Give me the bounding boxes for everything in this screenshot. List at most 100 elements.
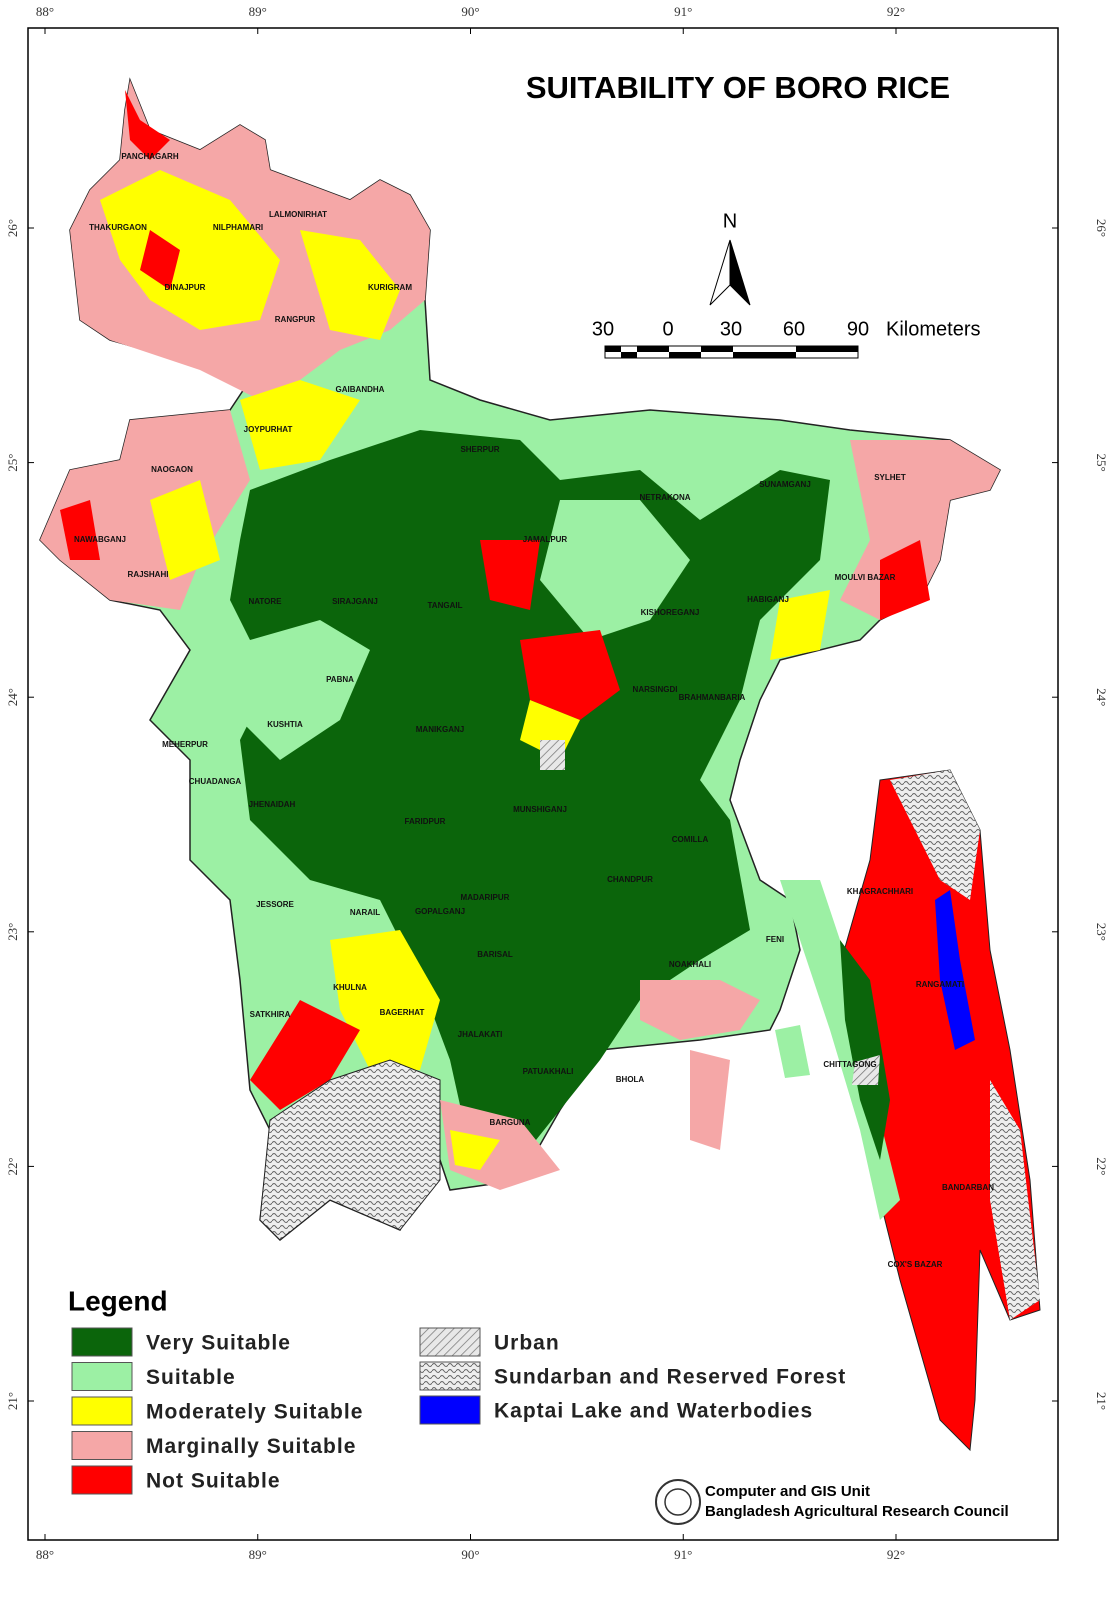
district-label: JHENAIDAH <box>249 800 296 809</box>
district-label: JHALAKATI <box>458 1030 503 1039</box>
district-label: RAJSHAHI <box>128 570 169 579</box>
north-label: N <box>723 210 737 232</box>
lon-label: 91° <box>674 1547 692 1562</box>
district-label: SHERPUR <box>460 445 499 454</box>
district-label: BHOLA <box>616 1075 645 1084</box>
district-label: SATKHIRA <box>250 1010 291 1019</box>
legend-title: Legend <box>68 1285 168 1316</box>
district-label: TANGAIL <box>428 601 463 610</box>
district-label: NOAKHALI <box>669 960 711 969</box>
district-label: BAGERHAT <box>380 1008 425 1017</box>
district-label: JAMALPUR <box>523 535 568 544</box>
district-label: MOULVI BAZAR <box>835 573 896 582</box>
district-label: BANDARBAN <box>942 1183 994 1192</box>
legend-label: Marginally Suitable <box>146 1435 356 1458</box>
lat-label: 26° <box>5 219 20 237</box>
lon-label: 92° <box>887 4 905 19</box>
legend-label: Sundarban and Reserved Forest <box>494 1366 846 1389</box>
map-body <box>39 77 1041 1452</box>
map-title: SUITABILITY OF BORO RICE <box>526 70 950 105</box>
district-label: NILPHAMARI <box>213 223 263 232</box>
lon-label: 92° <box>887 1547 905 1562</box>
district-label: KURIGRAM <box>368 283 412 292</box>
district-label: JESSORE <box>256 900 294 909</box>
district-label: RANGPUR <box>275 315 316 324</box>
legend-label: Not Suitable <box>146 1470 281 1493</box>
district-label: FENI <box>766 935 784 944</box>
district-label: JOYPURHAT <box>244 425 293 434</box>
legend-swatch <box>71 1396 133 1426</box>
lon-label: 88° <box>36 1547 54 1562</box>
lon-label: 90° <box>461 1547 479 1562</box>
district-label: COMILLA <box>672 835 709 844</box>
legend-swatch <box>419 1395 481 1425</box>
legend-label: Moderately Suitable <box>146 1401 363 1424</box>
credit-line: Bangladesh Agricultural Research Council <box>705 1503 1009 1520</box>
district-label: NAWABGANJ <box>74 535 126 544</box>
district-label: CHITTAGONG <box>823 1060 876 1069</box>
legend-label: Very Suitable <box>146 1332 291 1355</box>
district-label: HABIGANJ <box>747 595 789 604</box>
district-label: THAKURGAON <box>89 223 147 232</box>
district-label: MANIKGANJ <box>416 725 464 734</box>
district-label: COX'S BAZAR <box>888 1260 943 1269</box>
district-label: KUSHTIA <box>267 720 303 729</box>
lon-label: 89° <box>249 4 267 19</box>
district-label: CHUADANGA <box>189 777 242 786</box>
lat-label: 22° <box>1094 1157 1109 1175</box>
district-label: MUNSHIGANJ <box>513 805 567 814</box>
lat-label: 21° <box>5 1392 20 1410</box>
credit-line: Computer and GIS Unit <box>705 1483 870 1500</box>
district-label: BRAHMANBARIA <box>679 693 746 702</box>
lon-label: 90° <box>461 4 479 19</box>
scale-label: 60 <box>783 318 805 340</box>
lat-label: 22° <box>5 1157 20 1175</box>
legend-swatch <box>419 1361 481 1391</box>
district-label: SUNAMGANJ <box>759 480 811 489</box>
district-label: BARGUNA <box>490 1118 531 1127</box>
scale-label: 30 <box>720 318 742 340</box>
district-label: CHANDPUR <box>607 875 653 884</box>
district-label: BARISAL <box>477 950 513 959</box>
district-label: GAIBANDHA <box>336 385 385 394</box>
district-label: NARAIL <box>350 908 380 917</box>
legend: Legend Very Suitable Suitable Moderately S… <box>68 1285 846 1495</box>
district-label: MEHERPUR <box>162 740 208 749</box>
legend-label: Kaptai Lake and Waterbodies <box>494 1400 813 1423</box>
district-label: DINAJPUR <box>165 283 206 292</box>
lat-label: 25° <box>5 453 20 471</box>
north-arrow: N <box>709 210 751 306</box>
scale-bar: 30 0 30 60 90 Kilometers <box>592 318 980 359</box>
legend-swatch <box>71 1362 133 1391</box>
lon-label: 91° <box>674 4 692 19</box>
legend-label: Urban <box>494 1332 560 1355</box>
district-label: NAOGAON <box>151 465 193 474</box>
lon-label: 88° <box>36 4 54 19</box>
lat-label: 24° <box>1094 688 1109 706</box>
district-label: SYLHET <box>874 473 906 482</box>
legend-swatch <box>71 1327 133 1357</box>
legend-swatch <box>419 1327 481 1357</box>
district-label: NATORE <box>248 597 282 606</box>
scale-label: 0 <box>662 318 673 340</box>
district-label: PANCHAGARH <box>121 152 178 161</box>
legend-label: Suitable <box>146 1366 236 1389</box>
legend-swatch <box>71 1431 133 1460</box>
district-label: SIRAJGANJ <box>332 597 378 606</box>
district-label: KHAGRACHHARI <box>847 887 913 896</box>
lat-label: 25° <box>1094 453 1109 471</box>
lat-label: 23° <box>5 923 20 941</box>
district-label: KISHOREGANJ <box>641 608 700 617</box>
district-label: MADARIPUR <box>461 893 510 902</box>
district-label: FARIDPUR <box>405 817 446 826</box>
lat-label: 23° <box>1094 923 1109 941</box>
district-label: NARSINGDI <box>633 685 678 694</box>
scale-label: 30 <box>592 318 614 340</box>
district-label: PABNA <box>326 675 354 684</box>
district-label: RANGAMATI <box>916 980 964 989</box>
district-label: NETRAKONA <box>639 493 690 502</box>
credit: Computer and GIS Unit Bangladesh Agricul… <box>655 1479 1009 1525</box>
district-label: PATUAKHALI <box>523 1067 574 1076</box>
district-label: GOPALGANJ <box>415 907 465 916</box>
